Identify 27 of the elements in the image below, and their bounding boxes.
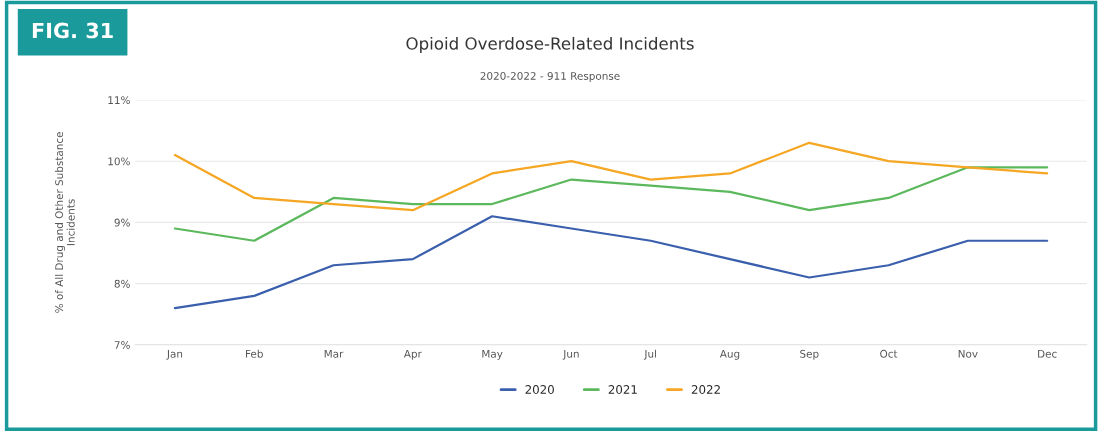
legend-label: 2021 (608, 385, 637, 394)
y-tick-label: 7% (114, 341, 130, 349)
y-tick-label: 10% (108, 157, 130, 166)
line-series (173, 141, 1049, 212)
x-tick-label: Apr (403, 349, 422, 360)
x-tick-label: Aug (719, 349, 740, 360)
x-tick-label: Feb (246, 349, 263, 358)
chart-title: Opioid Overdose-Related Incidents (406, 36, 694, 54)
x-tick-label: May (482, 349, 503, 360)
y-axis-title: % of All Drug and Other Substance Incidents (54, 132, 75, 313)
x-tick-label: Dec (1038, 349, 1057, 358)
x-tick-label: Jul (643, 349, 656, 360)
x-tick-label: Mar (324, 349, 344, 358)
legend-label: 2022 (691, 385, 720, 394)
line-series (173, 166, 1049, 242)
y-tick-label: 8% (114, 279, 130, 288)
x-tick-label: Oct (880, 349, 898, 358)
legend-label: 2020 (525, 385, 554, 394)
y-tick-label: 11% (108, 96, 130, 105)
x-tick-label: Jan (166, 349, 183, 360)
x-tick-label: Jun (562, 349, 579, 360)
y-tick-label: 9% (114, 218, 130, 227)
x-tick-label: Sep (800, 349, 819, 360)
line-series (173, 215, 1049, 310)
caption: FIG. 31 (32, 22, 113, 39)
x-tick-label: Nov (958, 349, 978, 358)
chart-subtitle: 2020-2022 - 911 Response (480, 72, 620, 82)
